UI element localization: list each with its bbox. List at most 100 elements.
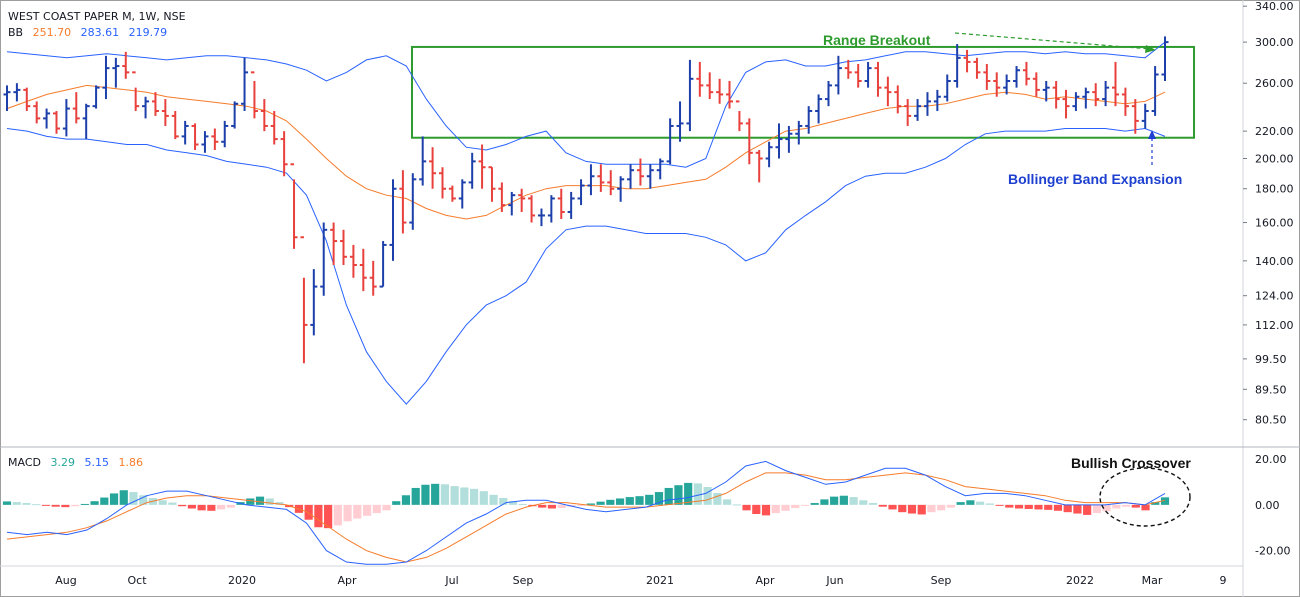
ohlc-bar-down <box>250 71 258 119</box>
ohlc-bar-up <box>676 101 684 142</box>
ohlc-bar-down <box>349 244 357 278</box>
macd-line <box>6 460 1166 565</box>
ohlc-bar-up <box>1013 66 1021 88</box>
macd-hist-bar <box>859 500 868 505</box>
macd-hist-bar <box>732 504 741 506</box>
macd-label: MACD <box>8 456 41 469</box>
ohlc-bar-up <box>795 120 803 145</box>
ohlc-bar-up <box>1141 103 1149 129</box>
macd-hist-bar <box>995 504 1004 506</box>
macd-hist-bar <box>71 504 80 507</box>
ohlc-bar-down <box>528 195 536 223</box>
macd-hist-bar <box>868 503 878 505</box>
macd-hist-bar <box>839 495 848 505</box>
ohlc-bar-down <box>171 110 179 140</box>
ohlc-bar-down <box>151 92 159 116</box>
macd-hist-bar <box>22 503 31 505</box>
ohlc-bar-up <box>577 179 585 206</box>
ohlc-bar-up <box>923 92 931 116</box>
price-pane <box>3 36 1195 405</box>
ohlc-bar-down <box>498 182 506 212</box>
ohlc-bar-down <box>488 166 496 202</box>
ohlc-bar-down <box>72 92 80 124</box>
ohlc-bar-up <box>547 195 555 223</box>
macd-tick-label: 0.00 <box>1255 499 1280 512</box>
ohlc-bar-down <box>755 150 763 183</box>
ohlc-bar-down <box>1022 61 1030 86</box>
macd-hist-bar <box>1141 504 1150 511</box>
ohlc-bar-down <box>518 188 526 212</box>
macd-hist-bar <box>479 491 488 505</box>
macd-hist-bar <box>888 504 897 510</box>
macd-hist-bar <box>538 504 547 508</box>
macd-hist-bar <box>810 503 819 505</box>
ohlc-bar-down <box>369 260 377 296</box>
macd-hist-bar <box>976 501 985 505</box>
macd-hist-bar <box>800 504 810 506</box>
ohlc-bar-down <box>191 123 199 151</box>
ohlc-bar-up <box>646 164 654 189</box>
macd-hist-bar <box>168 502 177 505</box>
ohlc-bar-up <box>409 173 417 230</box>
ohlc-bar-up <box>617 176 625 202</box>
bb-lower-value: 219.79 <box>129 26 168 39</box>
ohlc-bar-up <box>231 101 239 129</box>
ohlc-bar-up <box>953 44 961 88</box>
price-tick-label: 99.50 <box>1255 353 1287 366</box>
macd-hist-bar <box>187 504 196 509</box>
ohlc-bar-up <box>815 94 823 124</box>
macd-hist-bar <box>1092 504 1101 514</box>
bb-basis-value: 251.70 <box>33 26 72 39</box>
macd-hist-bar <box>12 502 21 505</box>
macd-hist-bar <box>401 495 411 505</box>
macd-hist-bar <box>820 499 829 505</box>
ohlc-bar-down <box>963 49 971 73</box>
ohlc-bar-down <box>636 158 644 186</box>
macd-hist-bar <box>41 504 51 506</box>
ohlc-bar-up <box>537 208 545 227</box>
ohlc-bar-down <box>122 51 130 79</box>
ohlc-bar-down <box>735 100 743 132</box>
macd-hist-bar <box>1024 504 1033 509</box>
ohlc-bar-up <box>785 125 793 153</box>
macd-hist-bar <box>1014 504 1024 509</box>
macd-hist-bar <box>771 504 780 514</box>
time-tick-label: Mar <box>1142 574 1163 587</box>
macd-hist-bar <box>830 496 839 505</box>
breakout-arrow <box>954 32 1151 50</box>
ohlc-bar-up <box>627 164 635 189</box>
macd-hist-bar <box>1073 504 1082 514</box>
macd-hist-bar <box>937 504 946 511</box>
macd-hist-bar <box>966 500 975 505</box>
macd-hist-bar <box>752 504 761 514</box>
macd-line-value: 5.15 <box>84 456 109 469</box>
ohlc-bar-up <box>933 89 941 111</box>
ohlc-bar-up <box>419 136 427 186</box>
axes: 340.00 300.00 260.00 220.00 200.00 180.00 160.… <box>55 0 1293 587</box>
macd-hist-bar <box>51 504 60 507</box>
macd-hist-bar <box>518 503 527 505</box>
ohlc-bar-up <box>587 164 595 196</box>
range-breakout-annotation: Range Breakout <box>823 32 931 48</box>
ohlc-bar-up <box>181 120 189 145</box>
macd-hist-bar <box>265 498 274 505</box>
macd-hist-bar <box>596 501 605 505</box>
ohlc-bar-up <box>468 152 476 189</box>
macd-hist-bar <box>90 501 99 505</box>
time-tick-label: 2021 <box>646 574 674 587</box>
macd-tick-label: -20.00 <box>1255 545 1290 558</box>
macd-hist-bar <box>907 504 917 514</box>
macd-pane <box>2 460 1170 565</box>
ohlc-bar-up <box>943 74 951 102</box>
macd-hist-bar <box>1131 504 1140 508</box>
price-tick-label: 124.00 <box>1255 290 1294 303</box>
ohlc-bar-down <box>132 71 140 111</box>
macd-hist-bar <box>32 504 41 506</box>
macd-hist-bar <box>615 498 625 505</box>
macd-hist-bar <box>713 492 722 505</box>
macd-hist-bar <box>586 503 595 505</box>
price-tick-label: 89.50 <box>1255 383 1287 396</box>
ohlc-bar-down <box>1131 99 1139 134</box>
macd-hist-bar <box>898 504 907 513</box>
